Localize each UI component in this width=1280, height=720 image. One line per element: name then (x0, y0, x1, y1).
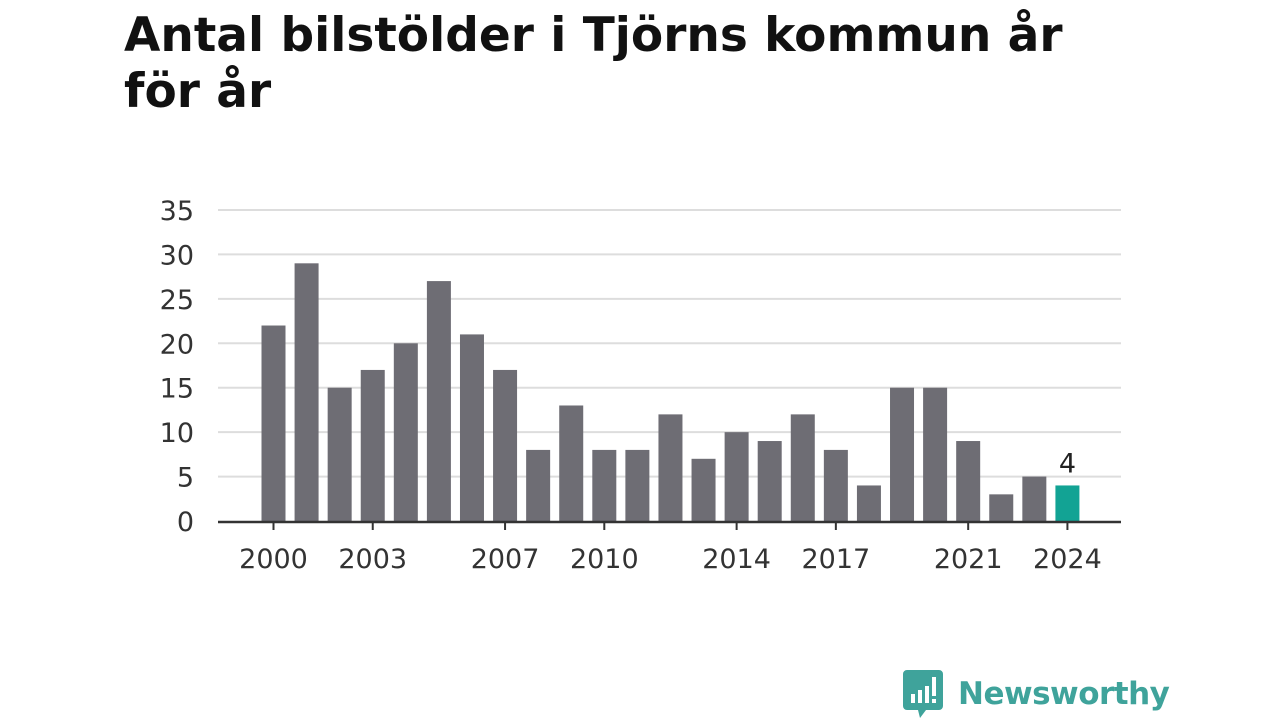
bar-2022 (989, 494, 1014, 521)
bar-2024 (1055, 485, 1080, 521)
y-tick-label: 20 (160, 329, 194, 360)
bar-2013 (691, 458, 716, 521)
x-tick-label: 2014 (702, 544, 771, 575)
x-tick-label: 2007 (471, 544, 540, 575)
brand-name: Newsworthy (958, 676, 1170, 712)
bar-value-label: 4 (1059, 448, 1076, 479)
bar-2017 (823, 449, 848, 521)
data-labels: 4 (1059, 448, 1076, 479)
bar-2003 (360, 369, 385, 521)
bar-2009 (559, 405, 584, 521)
bar-2001 (294, 263, 319, 521)
bar-2016 (790, 414, 815, 521)
bar-2020 (923, 387, 948, 521)
brand-logo: Newsworthy (902, 668, 1170, 720)
bar-2014 (724, 432, 749, 521)
bar-2019 (890, 387, 915, 521)
newsworthy-logo-icon (903, 670, 943, 718)
bar-2011 (625, 449, 650, 521)
bars (261, 263, 1080, 521)
bar-2021 (956, 441, 981, 521)
x-tick-label: 2017 (802, 544, 871, 575)
x-tick-label: 2021 (934, 544, 1003, 575)
y-tick-label: 35 (160, 196, 194, 227)
x-tick-label: 2003 (338, 544, 407, 575)
chart-title: Antal bilstölder i Tjörns kommun år för … (124, 8, 1063, 119)
y-tick-label: 0 (177, 507, 194, 538)
bar-2012 (658, 414, 683, 521)
y-tick-label: 10 (160, 418, 194, 449)
y-axis-tick-labels: 0 5 10 15 20 25 30 35 (160, 196, 194, 538)
x-tick-label: 2024 (1033, 544, 1102, 575)
bar-2007 (493, 369, 518, 521)
bar-2015 (757, 441, 782, 521)
x-tick-label: 2000 (239, 544, 308, 575)
y-tick-label: 15 (160, 374, 194, 405)
x-axis-ticks: 2000 2003 2007 2010 2014 2017 2021 2024 (239, 522, 1102, 575)
bar-2010 (592, 449, 617, 521)
bar-2018 (856, 485, 881, 521)
y-tick-label: 25 (160, 285, 194, 316)
bar-2000 (261, 325, 286, 521)
bar-2023 (1022, 476, 1047, 521)
bar-2002 (327, 387, 352, 521)
y-tick-label: 30 (160, 240, 194, 271)
bar-2006 (459, 334, 484, 521)
y-tick-label: 5 (177, 463, 194, 494)
bar-2008 (526, 449, 551, 521)
bar-2005 (426, 281, 451, 521)
bar-2004 (393, 343, 418, 521)
x-tick-label: 2010 (570, 544, 639, 575)
